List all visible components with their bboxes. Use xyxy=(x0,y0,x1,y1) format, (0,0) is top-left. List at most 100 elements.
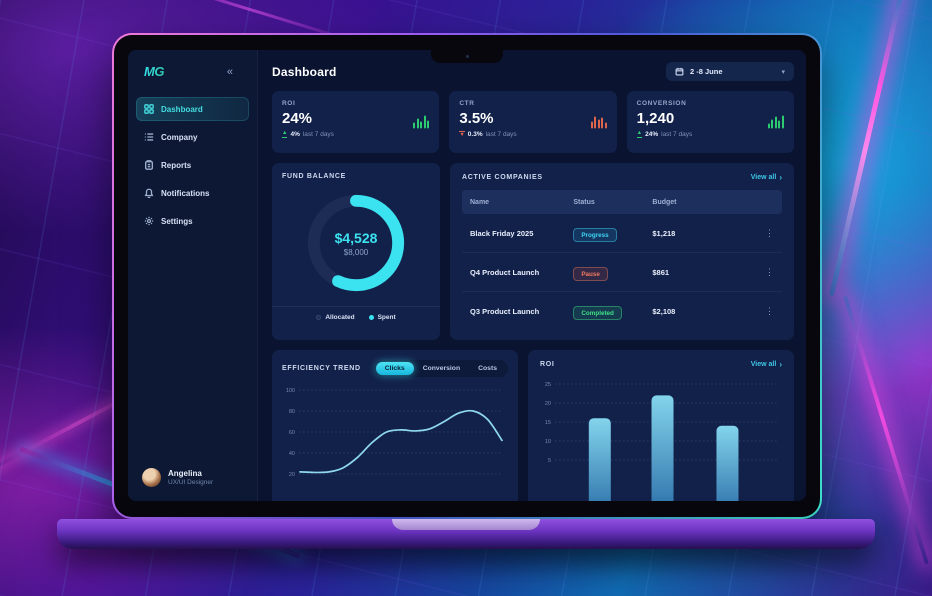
fund-donut-arc xyxy=(307,194,405,292)
chevron-down-icon: ▾ xyxy=(781,68,785,76)
laptop-base xyxy=(57,519,875,549)
stat-delta: ▲ 24% last 7 days xyxy=(636,130,784,138)
roi-card: ROI View all › 5 10 15 20 25 xyxy=(528,350,794,501)
sidebar-item-notifications[interactable]: Notifications xyxy=(136,181,249,205)
tab-conversion[interactable]: Conversion xyxy=(422,365,461,372)
company-name: Black Friday 2025 xyxy=(470,228,534,238)
stat-label: CONVERSION xyxy=(636,100,687,107)
sidebar-item-label: Reports xyxy=(161,160,192,170)
company-budget: $1,218 xyxy=(652,228,676,238)
sidebar-item-settings[interactable]: Settings xyxy=(136,209,249,233)
svg-text:25: 25 xyxy=(545,382,551,388)
date-range-picker[interactable]: 2 -8 June ▾ xyxy=(666,62,794,81)
mini-bar-chart-icon xyxy=(590,116,607,129)
stat-value: 3.5% xyxy=(459,110,494,127)
svg-text:5: 5 xyxy=(548,458,551,464)
date-range-value: 2 -8 June xyxy=(690,67,723,76)
table-row[interactable]: Black Friday 2025 Progress $1,218 ⋮ xyxy=(462,214,782,253)
column-budget: Budget xyxy=(652,198,677,206)
stat-label: ROI xyxy=(282,100,296,107)
legend-label: Spent xyxy=(377,314,396,321)
efficiency-tabs: Clicks Conversion Costs xyxy=(373,360,508,377)
svg-text:20: 20 xyxy=(289,472,295,478)
stat-delta-suffix: last 7 days xyxy=(485,131,517,138)
company-budget: $861 xyxy=(652,267,670,277)
chevron-right-icon: › xyxy=(779,173,782,182)
trend-up-icon: ▲ xyxy=(282,130,288,138)
svg-text:40: 40 xyxy=(289,451,295,457)
fund-donut-chart: $4,528 $8,000 xyxy=(301,188,411,298)
laptop-bezel: MG « Dashboard Company xyxy=(114,35,820,517)
page-title: Dashboard xyxy=(272,64,337,79)
collapse-sidebar-button[interactable]: « xyxy=(226,65,233,78)
stat-delta-suffix: last 7 days xyxy=(661,131,693,138)
gear-icon xyxy=(144,216,154,226)
column-status: Status xyxy=(573,198,595,206)
grid-icon xyxy=(144,104,154,114)
company-name: Q3 Product Launch xyxy=(470,306,540,316)
stat-delta: ▲ 4% last 7 days xyxy=(282,130,429,138)
view-all-roi-link[interactable]: View all › xyxy=(751,360,782,369)
tab-clicks[interactable]: Clicks xyxy=(375,362,414,375)
stat-label: CTR xyxy=(459,100,475,107)
roi-bar-chart: 5 10 15 20 25 xyxy=(545,382,779,501)
stat-card-ctr[interactable]: CTR 3.5% ▼ 0.3% last 7 days xyxy=(449,91,617,153)
stat-card-conversion[interactable]: CONVERSION 1,240 ▲ 24% last 7 days xyxy=(626,91,794,153)
row-menu-button[interactable]: ⋮ xyxy=(764,266,774,277)
stat-card-roi[interactable]: ROI 24% ▲ 4% last 7 days xyxy=(272,91,440,153)
view-all-companies-link[interactable]: View all › xyxy=(751,173,782,182)
avatar xyxy=(142,468,161,487)
stat-delta-value: 4% xyxy=(290,131,300,138)
stat-delta: ▼ 0.3% last 7 days xyxy=(459,131,606,138)
view-all-label: View all xyxy=(750,361,777,368)
active-companies-card: ACTIVE COMPANIES View all › Name Status … xyxy=(450,163,794,340)
main-content: Dashboard 2 -8 June ▾ ROI 24% xyxy=(258,50,806,501)
legend-label: Allocated xyxy=(325,314,355,321)
sidebar-nav: Dashboard Company Reports Notificat xyxy=(136,97,249,233)
sidebar-item-label: Dashboard xyxy=(161,104,203,114)
trend-down-icon: ▼ xyxy=(459,131,465,138)
roi-chart-box: 5 10 15 20 25 xyxy=(540,375,782,501)
sidebar-item-reports[interactable]: Reports xyxy=(136,153,249,177)
sidebar-item-label: Settings xyxy=(161,216,193,226)
user-name: Angelina xyxy=(168,469,202,478)
svg-text:15: 15 xyxy=(545,420,551,426)
dashboard-screen: MG « Dashboard Company xyxy=(128,50,806,501)
legend-spent: Spent xyxy=(368,314,396,321)
svg-text:20: 20 xyxy=(545,401,551,407)
table-row[interactable]: Q4 Product Launch Pause $861 ⋮ xyxy=(462,253,782,292)
sidebar-item-company[interactable]: Company xyxy=(136,125,249,149)
sidebar-item-dashboard[interactable]: Dashboard xyxy=(136,97,249,121)
tab-costs[interactable]: Costs xyxy=(478,365,497,372)
laptop: MG « Dashboard Company xyxy=(112,33,822,519)
calendar-icon xyxy=(675,67,684,76)
legend-dot xyxy=(316,315,322,320)
efficiency-trend-card: EFFICIENCY TREND Clicks Conversion Costs… xyxy=(272,350,518,501)
column-name: Name xyxy=(470,198,490,206)
divider xyxy=(272,306,440,307)
table-header: Name Status Budget xyxy=(462,190,782,214)
table-row[interactable]: Q3 Product Launch Completed $2,108 ⋮ xyxy=(462,292,782,330)
svg-text:60: 60 xyxy=(289,430,295,436)
list-icon xyxy=(144,133,154,141)
sidebar-item-label: Notifications xyxy=(161,188,210,198)
fund-legend: Allocated Spent xyxy=(282,307,430,321)
sidebar: MG « Dashboard Company xyxy=(128,50,258,501)
status-badge: Pause xyxy=(573,267,608,282)
active-companies-title: ACTIVE COMPANIES xyxy=(462,174,543,181)
laptop-base-notch xyxy=(392,519,540,530)
row-menu-button[interactable]: ⋮ xyxy=(764,305,774,316)
row-menu-button[interactable]: ⋮ xyxy=(764,227,774,238)
neon-streak xyxy=(828,0,909,297)
camera-notch xyxy=(431,50,503,63)
fund-spent-value: $4,528 xyxy=(334,229,378,246)
app-logo: MG xyxy=(144,64,164,79)
camera-icon xyxy=(465,55,469,58)
svg-text:100: 100 xyxy=(286,388,295,394)
user-profile[interactable]: Angelina UX/UI Designer xyxy=(136,468,249,487)
sidebar-item-label: Company xyxy=(161,132,198,142)
chevron-right-icon: › xyxy=(779,360,782,369)
legend-allocated: Allocated xyxy=(316,314,355,321)
fund-balance-card: FUND BALANCE $4,528 $8,000 xyxy=(272,163,440,340)
